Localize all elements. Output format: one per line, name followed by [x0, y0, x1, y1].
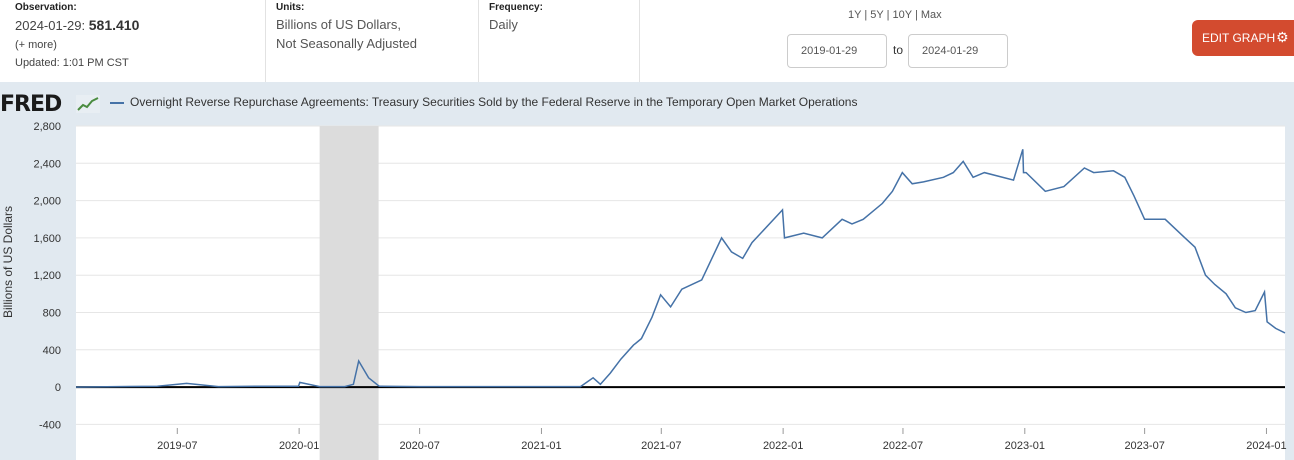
range-separator: | [914, 9, 918, 21]
x-tick-label: 2023-07 [1124, 440, 1164, 452]
x-tick-label: 2019-07 [157, 440, 197, 452]
observation-value-line: 2024-01-29: 581.410 [15, 17, 139, 33]
x-tick-label: 2021-01 [521, 440, 561, 452]
y-tick-label: -400 [39, 419, 61, 431]
gear-icon: ⚙ [1276, 29, 1289, 45]
updated-time: Updated: 1:01 PM CST [15, 57, 129, 69]
range-links: 1Y | 5Y | 10Y | Max [848, 9, 942, 21]
y-axis: 2,800 2,400 2,000 1,600 1,200 800 400 0 -400 [33, 121, 61, 431]
recession-band [319, 126, 379, 460]
more-observations-link[interactable]: (+ more) [15, 39, 57, 51]
y-tick-label: 1,200 [33, 270, 61, 282]
x-tick-label: 2023-01 [1005, 440, 1045, 452]
y-tick-label: 2,400 [33, 158, 61, 170]
observation-date: 2024-01-29: [15, 18, 86, 33]
frequency-value: Daily [489, 17, 518, 32]
range-1y-link[interactable]: 1Y [848, 9, 862, 21]
y-tick-label: 2,000 [33, 196, 61, 208]
y-tick-label: 2,800 [33, 121, 61, 133]
observation-label: Observation: [15, 2, 77, 13]
end-date-input[interactable]: 2024-01-29 [908, 34, 1008, 68]
plot-background [76, 126, 1285, 460]
x-tick-label: 2020-01 [279, 440, 319, 452]
fred-sparkline-icon [76, 95, 100, 113]
range-separator: | [886, 9, 890, 21]
chart-plot: 2,800 2,400 2,000 1,600 1,200 800 400 0 -400 201… [1, 121, 1287, 460]
y-axis-label: Billions of US Dollars [1, 206, 15, 318]
range-separator: | [864, 9, 868, 21]
x-tick-label: 2022-07 [883, 440, 923, 452]
series-line [75, 149, 1286, 388]
frequency-panel: Frequency: Daily [479, 0, 640, 82]
header: Observation: 2024-01-29: 581.410 (+ more… [0, 0, 1294, 82]
x-axis: 2019-07 2020-01 2020-07 2021-01 2021-07 2022-… [157, 428, 1287, 452]
x-tick-label: 2024-01 [1246, 440, 1286, 452]
y-tick-label: 800 [43, 308, 61, 320]
units-label: Units: [276, 2, 305, 13]
x-tick-label: 2022-01 [763, 440, 803, 452]
edit-graph-label: EDIT GRAPH [1202, 31, 1276, 45]
x-tick-label: 2021-07 [641, 440, 681, 452]
units-line-2: Not Seasonally Adjusted [276, 36, 417, 51]
fred-logo: FRED [0, 92, 62, 117]
y-tick-label: 400 [43, 345, 61, 357]
x-tick-label: 2020-07 [399, 440, 439, 452]
observation-value: 581.410 [88, 17, 140, 33]
range-max-link[interactable]: Max [920, 9, 942, 21]
units-line-1: Billions of US Dollars, [276, 17, 401, 32]
range-10y-link[interactable]: 10Y [892, 9, 912, 21]
frequency-label: Frequency: [489, 2, 543, 13]
y-tick-label: 0 [55, 382, 61, 394]
observation-panel: Observation: 2024-01-29: 581.410 (+ more… [0, 0, 266, 82]
start-date-input[interactable]: 2019-01-29 [787, 34, 887, 68]
y-tick-label: 1,600 [33, 233, 61, 245]
units-panel: Units: Billions of US Dollars, Not Seaso… [266, 0, 479, 82]
grid [76, 125, 1285, 425]
range-5y-link[interactable]: 5Y [870, 9, 884, 21]
to-label: to [893, 43, 904, 57]
legend-line [110, 102, 124, 104]
chart-title: Overnight Reverse Repurchase Agreements:… [130, 95, 858, 109]
edit-graph-button[interactable]: EDIT GRAPH ⚙ [1192, 20, 1294, 56]
